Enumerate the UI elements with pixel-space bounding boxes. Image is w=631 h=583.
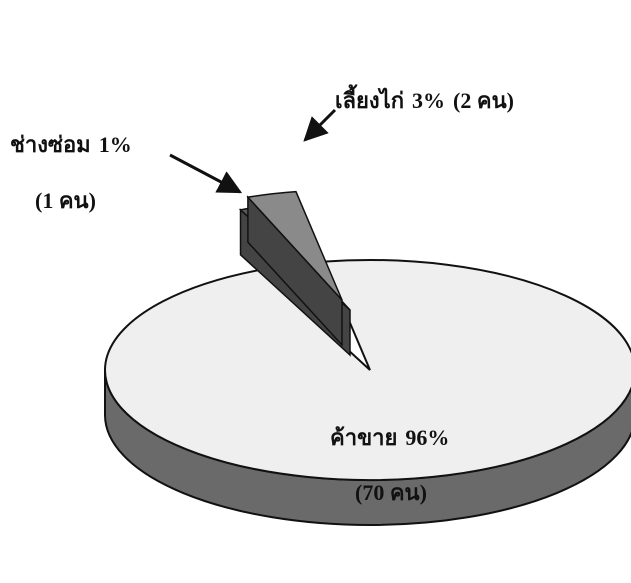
pie-slice bbox=[104, 259, 631, 481]
count-label: (2 คน) bbox=[453, 88, 514, 113]
count-label: (70 คน) bbox=[355, 480, 427, 505]
arrow bbox=[303, 108, 337, 142]
value-label: 96% bbox=[405, 425, 449, 450]
slice-label: ค้าขาย 96% bbox=[330, 425, 449, 450]
category-label: ช่างซ่อม bbox=[10, 132, 91, 157]
slice-label: เลี้ยงไก่ 3% (2 คน) bbox=[335, 84, 514, 113]
value-label: 3% bbox=[412, 88, 445, 113]
category-label: ค้าขาย bbox=[330, 425, 397, 450]
arrow bbox=[169, 153, 243, 194]
category-label: เลี้ยงไก่ bbox=[335, 84, 404, 113]
pie-slice bbox=[246, 190, 343, 301]
value-label: 1% bbox=[99, 132, 132, 157]
slice-label: ช่างซ่อม 1% bbox=[10, 132, 132, 157]
count-label: (1 คน) bbox=[35, 188, 96, 213]
